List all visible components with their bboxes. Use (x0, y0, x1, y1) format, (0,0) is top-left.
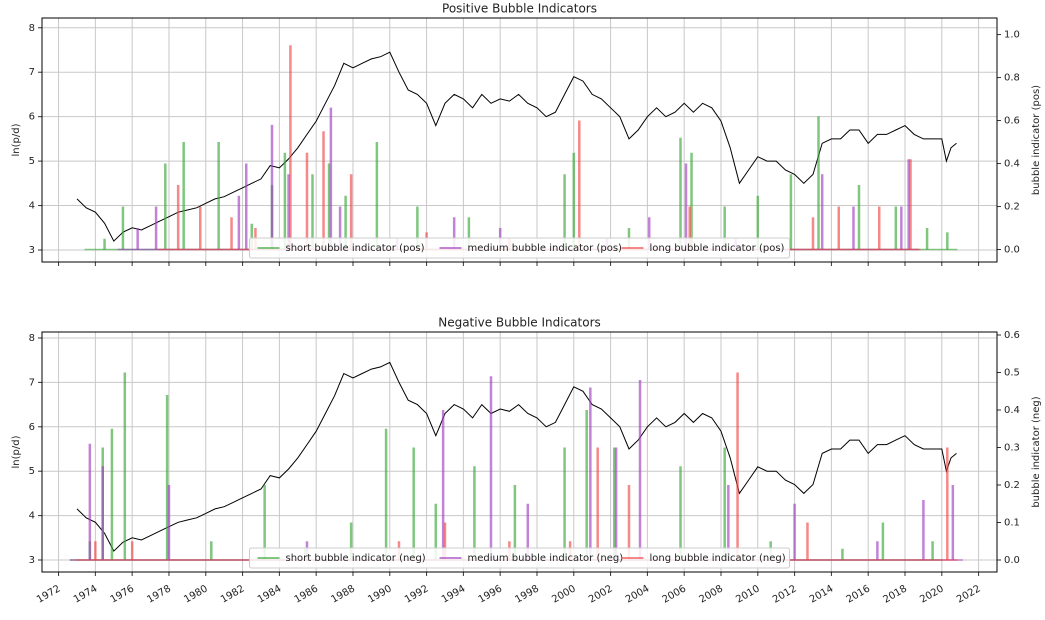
y-tick-label: 8 (29, 23, 35, 34)
y-tick-label: 4 (29, 511, 35, 522)
y-tick-label: 6 (29, 422, 35, 433)
x-tick-label: 2008 (697, 583, 725, 605)
y-tick-label: 4 (29, 201, 35, 212)
x-tick-label: 1996 (477, 583, 505, 605)
price-dividend-line (76, 51, 957, 242)
legend: short bubble indicator (pos) medium bubbl… (249, 237, 790, 259)
y2-axis-label: bubble indicator (neg) (1031, 396, 1042, 507)
x-tick-label: 1976 (109, 583, 137, 605)
y-tick-label: 8 (29, 333, 35, 344)
x-tick-label: 2020 (918, 583, 946, 605)
legend-label: medium bubble indicator (neg) (468, 553, 624, 564)
y2-tick-label: 0.2 (1004, 202, 1020, 213)
y-tick-label: 5 (29, 466, 35, 477)
price-dividend-line (76, 361, 957, 552)
x-tick-label: 2022 (955, 583, 983, 605)
x-tick-label: 1992 (403, 583, 431, 605)
legend-label: medium bubble indicator (pos) (468, 243, 623, 254)
x-tick-label: 1984 (256, 583, 284, 605)
x-tick-label: 1982 (219, 583, 247, 605)
panel: Negative Bubble Indicators 1972 1974 1976 19… (11, 316, 1042, 606)
legend-box (249, 237, 790, 259)
y-tick-label: 7 (29, 67, 35, 78)
legend-label: long bubble indicator (pos) (650, 243, 785, 254)
y-axis-label: ln(p/d) (11, 123, 22, 156)
x-tick-label: 2004 (624, 583, 652, 605)
y-tick-label: 5 (29, 156, 35, 167)
x-tick-label: 1986 (293, 583, 321, 605)
y-tick-label: 6 (29, 112, 35, 123)
panel: Positive Bubble Indicators 3 4 5 6 7 8 0.0 0.2 0.… (11, 2, 1042, 266)
x-tick-label: 1998 (513, 583, 541, 605)
legend-box (249, 547, 790, 569)
x-tick-label: 1978 (145, 583, 173, 605)
y2-axis-label: bubble indicator (pos) (1031, 85, 1042, 195)
y-tick-label: 3 (29, 245, 35, 256)
x-tick-label: 1988 (329, 583, 357, 605)
y2-tick-label: 0.6 (1004, 116, 1020, 127)
y2-tick-label: 0.0 (1004, 555, 1020, 566)
y2-tick-label: 0.2 (1004, 480, 1020, 491)
axes-frame (41, 331, 998, 573)
x-tick-label: 2012 (771, 583, 799, 605)
y2-tick-label: 0.6 (1004, 330, 1020, 341)
y2-tick-label: 0.0 (1004, 245, 1020, 256)
y2-tick-label: 0.3 (1004, 443, 1020, 454)
x-tick-label: 2006 (661, 583, 689, 605)
x-tick-label: 1974 (72, 583, 100, 605)
x-tick-label: 2002 (587, 583, 615, 605)
x-tick-label: 1994 (440, 583, 468, 605)
y-tick-label: 7 (29, 377, 35, 388)
x-tick-label: 2010 (734, 583, 762, 605)
x-tick-label: 2000 (550, 583, 578, 605)
chart-title: Positive Bubble Indicators (442, 2, 597, 16)
y2-tick-label: 0.4 (1004, 405, 1020, 416)
x-tick-label: 2014 (808, 583, 836, 605)
y2-tick-label: 1.0 (1004, 30, 1020, 41)
y2-tick-label: 0.4 (1004, 159, 1020, 170)
y-tick-label: 3 (29, 555, 35, 566)
y2-tick-label: 0.1 (1004, 518, 1020, 529)
legend-label: short bubble indicator (neg) (286, 553, 426, 564)
y2-tick-label: 0.5 (1004, 368, 1020, 379)
legend-label: short bubble indicator (pos) (286, 243, 425, 254)
legend-label: long bubble indicator (neg) (650, 553, 786, 564)
x-tick-label: 2016 (845, 583, 873, 605)
y-axis-label: ln(p/d) (11, 435, 22, 468)
chart-title: Negative Bubble Indicators (438, 316, 601, 330)
axes-frame (41, 17, 998, 263)
x-tick-label: 1980 (182, 583, 210, 605)
y2-tick-label: 0.8 (1004, 73, 1020, 84)
legend: short bubble indicator (neg) medium bubbl… (249, 547, 790, 569)
x-tick-label: 1972 (35, 583, 63, 605)
x-tick-label: 1990 (366, 583, 394, 605)
x-tick-label: 2018 (881, 583, 909, 605)
